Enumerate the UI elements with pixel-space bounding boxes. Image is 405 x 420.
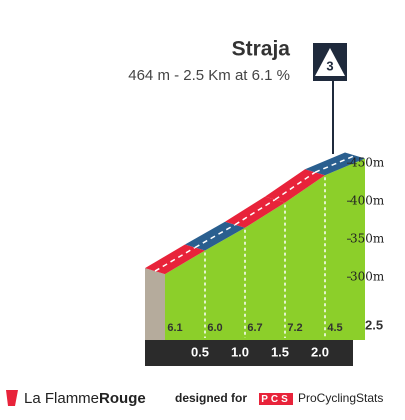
brand-light: La Flamme xyxy=(24,390,99,407)
profile-side xyxy=(145,268,165,340)
y-tick-label: 300m xyxy=(350,270,385,284)
climb-subtitle: 464 m - 2.5 Km at 6.1 % xyxy=(128,67,290,84)
road-centerline xyxy=(274,171,316,201)
gradient-label: 6.7 xyxy=(247,322,262,334)
road-centerline xyxy=(314,154,356,173)
road-centerline xyxy=(154,246,196,272)
profile-segment xyxy=(205,227,245,340)
road-centerline xyxy=(234,199,276,226)
road-band xyxy=(145,244,205,275)
gradient-label: 6.1 xyxy=(167,322,182,334)
x-tick-label: 1.5 xyxy=(271,344,289,359)
category-label: 3 xyxy=(326,58,333,73)
flame-icon xyxy=(6,390,18,406)
pcs-label: PCS xyxy=(261,394,291,405)
brand: La FlammeRouge xyxy=(24,390,146,407)
y-tick-label: 400m xyxy=(350,194,385,208)
climb-title: Straja xyxy=(232,38,291,61)
plot: 6.1 6.0 6.7 7.2 4.5 0.5 1.0 1.5 2.0 2.5 300m 350m 40… xyxy=(145,152,385,366)
road-centerline xyxy=(194,224,236,249)
y-tick-label: 450m xyxy=(350,156,385,170)
pcs-name: ProCyclingStats xyxy=(298,391,383,405)
designed-for: designed for xyxy=(175,391,247,405)
profile-segment xyxy=(325,158,365,340)
y-tick-label: 350m xyxy=(350,232,385,246)
gradient-label: 7.2 xyxy=(287,322,302,334)
road-band xyxy=(225,196,285,228)
x-tick-label: 2.0 xyxy=(311,344,329,359)
profile-segment xyxy=(245,202,285,340)
badge-triangle xyxy=(315,48,345,76)
profile-segment xyxy=(285,175,325,340)
gradient-label: 6.0 xyxy=(207,322,222,334)
road-band xyxy=(185,221,245,251)
profile-segment xyxy=(165,250,205,340)
x-tick-label: 0.5 xyxy=(191,344,209,359)
gradient-label: 4.5 xyxy=(327,322,342,334)
road-band xyxy=(265,169,325,203)
distance-band xyxy=(145,340,353,366)
brand-bold: Rouge xyxy=(99,390,146,407)
pcs-logo xyxy=(259,393,293,405)
x-tick-label: 2.5 xyxy=(365,317,383,332)
x-tick-label: 1.0 xyxy=(231,344,249,359)
